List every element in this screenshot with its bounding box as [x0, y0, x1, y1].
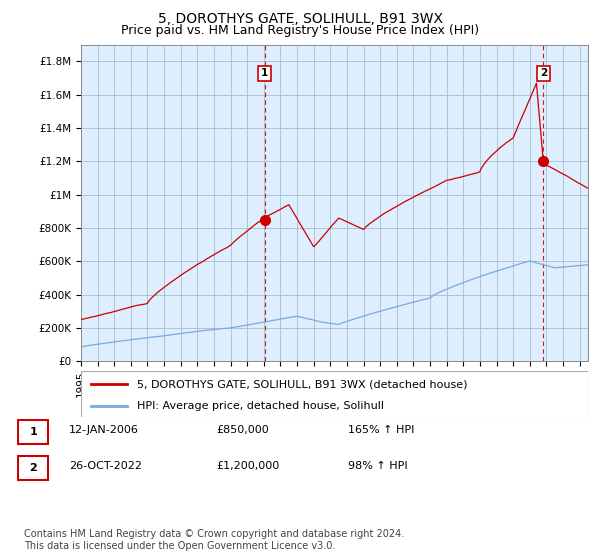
- Text: £850,000: £850,000: [216, 425, 269, 435]
- Text: 2: 2: [29, 463, 37, 473]
- Text: Price paid vs. HM Land Registry's House Price Index (HPI): Price paid vs. HM Land Registry's House …: [121, 24, 479, 36]
- Text: HPI: Average price, detached house, Solihull: HPI: Average price, detached house, Soli…: [137, 401, 384, 410]
- Text: 1: 1: [261, 68, 268, 78]
- Text: 98% ↑ HPI: 98% ↑ HPI: [348, 461, 407, 471]
- Text: 2: 2: [540, 68, 547, 78]
- Text: £1,200,000: £1,200,000: [216, 461, 279, 471]
- Text: 5, DOROTHYS GATE, SOLIHULL, B91 3WX: 5, DOROTHYS GATE, SOLIHULL, B91 3WX: [157, 12, 443, 26]
- Text: 165% ↑ HPI: 165% ↑ HPI: [348, 425, 415, 435]
- Text: 1: 1: [29, 427, 37, 437]
- Text: 12-JAN-2006: 12-JAN-2006: [69, 425, 139, 435]
- Text: 26-OCT-2022: 26-OCT-2022: [69, 461, 142, 471]
- Text: 5, DOROTHYS GATE, SOLIHULL, B91 3WX (detached house): 5, DOROTHYS GATE, SOLIHULL, B91 3WX (det…: [137, 379, 467, 389]
- Text: Contains HM Land Registry data © Crown copyright and database right 2024.
This d: Contains HM Land Registry data © Crown c…: [24, 529, 404, 551]
